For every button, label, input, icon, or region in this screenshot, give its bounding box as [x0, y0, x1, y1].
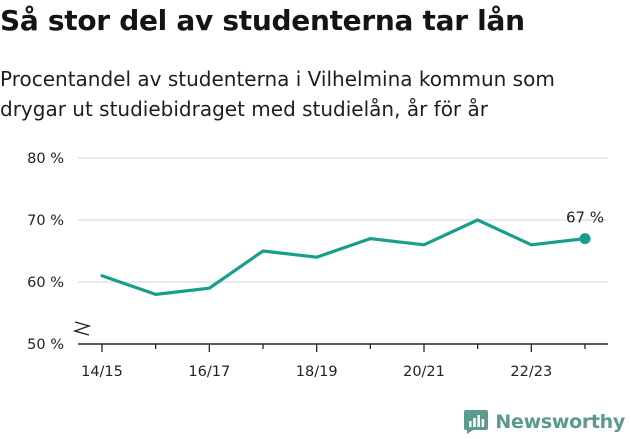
- y-axis-tick-labels: 50 % 60 % 70 % 80 %: [27, 151, 64, 353]
- gridlines: [78, 157, 608, 283]
- x-tick-label: 18/19: [296, 364, 338, 380]
- chart-subtitle: Procentandel av studenterna i Vilhelmina…: [0, 67, 555, 121]
- y-tick-label: 80 %: [27, 151, 64, 167]
- end-point-marker: [579, 233, 591, 245]
- brand-name: Newsworthy: [495, 411, 625, 433]
- y-tick-label: 50 %: [27, 337, 64, 353]
- x-axis: 14/15 16/17 18/19 20/21 22/23: [78, 343, 608, 380]
- x-tick-label: 20/21: [403, 364, 445, 380]
- y-tick-label: 70 %: [27, 213, 64, 229]
- data-series: [100, 218, 591, 296]
- data-labels: 67 %: [566, 209, 604, 227]
- y-tick-label: 60 %: [27, 275, 64, 291]
- axis-break-icon: [72, 321, 92, 336]
- end-value-label: 67 %: [566, 209, 604, 227]
- newsworthy-brand: Newsworthy: [463, 409, 625, 435]
- x-tick-label: 22/23: [510, 364, 552, 380]
- chart-title: Så stor del av studenterna tar lån: [0, 4, 525, 37]
- series-line: [100, 218, 587, 296]
- x-tick-label: 14/15: [81, 364, 123, 380]
- x-tick-label: 16/17: [188, 364, 230, 380]
- newsworthy-logo-icon: [464, 410, 489, 434]
